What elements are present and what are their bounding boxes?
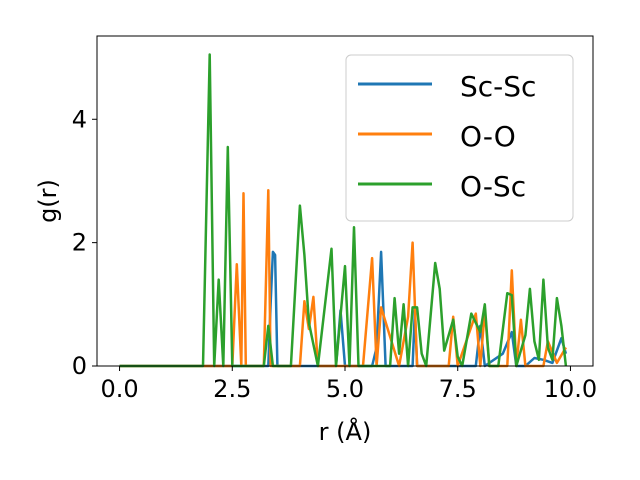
legend-label-sc-sc: Sc-Sc: [460, 70, 536, 103]
x-tick-label: 0.0: [100, 375, 138, 403]
y-tick-label: 0: [72, 352, 87, 380]
y-axis-ticks: 0 2 4: [72, 105, 97, 380]
x-tick-label: 7.5: [439, 375, 477, 403]
x-tick-label: 5.0: [326, 375, 364, 403]
series-line-o-sc: [119, 53, 568, 368]
y-tick-label: 4: [72, 105, 87, 133]
x-tick-label: 2.5: [213, 375, 251, 403]
series-line-sc-sc: [119, 250, 568, 368]
x-axis-label: r (Å): [319, 417, 372, 446]
legend-label-o-o: O-O: [460, 120, 516, 153]
x-tick-label: 10.0: [544, 375, 597, 403]
y-tick-label: 2: [72, 229, 87, 257]
x-axis-ticks: 0.0 2.5 5.0 7.5 10.0: [100, 366, 597, 403]
legend: Sc-Sc O-O O-Sc: [345, 54, 574, 222]
legend-frame: [345, 54, 574, 222]
y-axis-label: g(r): [34, 179, 62, 223]
legend-label-o-sc: O-Sc: [460, 170, 526, 203]
